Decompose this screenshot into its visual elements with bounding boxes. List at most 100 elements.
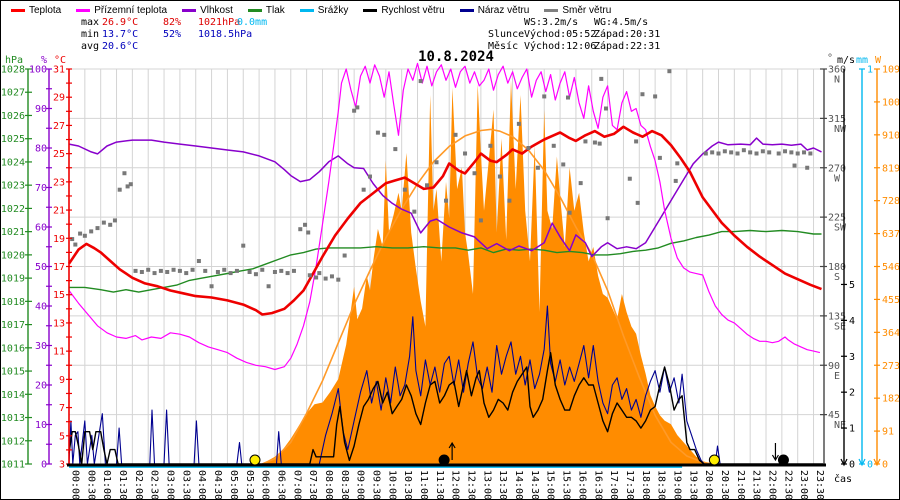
stat-wind-gust: WG:4.5m/s (594, 17, 649, 28)
wind-direction-dot (152, 271, 157, 276)
humidity-tick-label: 90 (35, 104, 47, 115)
pressure-axis-unit: hPa (5, 55, 23, 66)
wind-direction-dot (735, 151, 740, 156)
legend-label: Vlhkost (200, 5, 233, 16)
series-teplota (67, 125, 822, 316)
wind-direction-dot (578, 181, 583, 186)
wind-direction-tick-label: 225 (828, 213, 846, 224)
wind-direction-dot (703, 151, 708, 156)
wind-direction-tick-label: 90 (828, 361, 840, 372)
stat-avg-label: avg (81, 41, 100, 52)
wind-direction-dot (117, 187, 122, 192)
wind-speed-tick-label: 1 (849, 424, 855, 435)
wind-direction-dot (604, 106, 609, 111)
time-tick-label: 02:30 (149, 470, 160, 500)
wind-direction-dot (710, 150, 715, 155)
wind-direction-dot (741, 148, 746, 153)
time-tick-label: 14:30 (529, 470, 540, 500)
humidity-tick-label: 0 (41, 460, 47, 471)
time-tick-label: 06:00 (260, 470, 271, 500)
pressure-tick-label: 1011 (1, 460, 25, 471)
humidity-tick-label: 50 (35, 262, 47, 273)
time-tick-label: 08:00 (323, 470, 334, 500)
radiation-tick-label: 455 (882, 295, 900, 306)
wind-direction-compass-label: SE (834, 321, 846, 332)
humidity-tick-label: 80 (35, 144, 47, 155)
humidity-tick-label: 100 (29, 65, 47, 76)
temperature-tick-label: 21 (53, 206, 65, 217)
legend-label: Náraz větru (477, 5, 530, 16)
time-axis-title: čas (834, 473, 852, 485)
legend-label: Přízemní teplota (94, 5, 168, 16)
wind-direction-dot (551, 143, 556, 148)
time-tick-label: 09:00 (355, 470, 366, 500)
legend-item-rychlost-v-tru: Rychlost větru (363, 5, 445, 16)
wind-direction-dot (203, 268, 208, 273)
time-tick-label: 17:30 (624, 470, 635, 500)
wind-direction-dot (266, 284, 271, 289)
temperature-tick-label: 25 (53, 149, 65, 160)
radiation-axis-arrow (873, 458, 881, 467)
temperature-tick-label: 19 (53, 234, 65, 245)
wind-direction-compass-label: E (834, 371, 840, 382)
stat-max-temp: 26.9°C (102, 17, 139, 28)
wind-direction-dot (307, 273, 312, 278)
wind-direction-dot (583, 139, 588, 144)
humidity-tick-label: 30 (35, 341, 47, 352)
wind-direction-dot (234, 268, 239, 273)
time-tick-label: 06:30 (275, 470, 286, 500)
legend-item-p-zemn-teplota: Přízemní teplota (76, 5, 167, 16)
wind-direction-tick-label: 135 (828, 311, 846, 322)
moonset-marker (777, 454, 789, 466)
legend-label: Srážky (317, 5, 349, 16)
legend-swatch (544, 9, 559, 12)
wind-direction-dot (412, 209, 417, 214)
wind-direction-dot (425, 183, 430, 188)
wind-direction-dot (317, 271, 322, 276)
temperature-tick-label: 27 (53, 121, 65, 132)
temperature-tick-label: 23 (53, 177, 65, 188)
wind-direction-dot (291, 268, 296, 273)
wind-speed-tick-label: 4 (849, 316, 855, 327)
time-tick-label: 15:00 (545, 470, 556, 500)
time-tick-label: 07:30 (307, 470, 318, 500)
time-tick-label: 23:00 (798, 470, 809, 500)
wind-direction-dot (101, 220, 106, 225)
legend: Teplota Přízemní teplota Vlhkost Tlak Srážky… (11, 5, 611, 16)
radiation-tick-label: 1092 (882, 65, 900, 76)
time-tick-label: 01:30 (117, 470, 128, 500)
temperature-tick-label: 29 (53, 93, 65, 104)
pressure-tick-label: 1027 (1, 88, 25, 99)
time-tick-label: 09:30 (370, 470, 381, 500)
legend-item-teplota: Teplota (11, 5, 61, 16)
legend-swatch (182, 9, 197, 12)
time-tick-label: 17:00 (608, 470, 619, 500)
time-tick-label: 05:30 (244, 470, 255, 500)
radiation-tick-label: 728 (882, 196, 900, 207)
stat-min-humidity: 52% (163, 29, 182, 40)
wind-direction-dot (314, 275, 319, 280)
wind-direction-dot (418, 79, 423, 84)
series-slune-n-z-en-teoretick- (261, 128, 713, 465)
wind-direction-dot (241, 243, 246, 248)
pressure-tick-label: 1013 (1, 413, 25, 424)
radiation-tick-label: 91 (882, 427, 894, 438)
time-tick-label: 00:30 (85, 470, 96, 500)
radiation-tick-label: 637 (882, 229, 900, 240)
time-tick-label: 18:30 (656, 470, 667, 500)
wind-direction-dot (634, 139, 639, 144)
radiation-axis-unit: W (875, 55, 882, 66)
stat-avg-temp: 20.6°C (102, 41, 139, 52)
series-tlak (69, 229, 822, 293)
temperature-tick-label: 11 (53, 347, 65, 358)
wind-direction-dot (285, 271, 290, 276)
time-tick-label: 04:00 (196, 470, 207, 500)
legend-swatch (76, 9, 91, 12)
wind-direction-dot (599, 76, 604, 81)
wind-direction-dot (667, 69, 672, 74)
wind-direction-compass-label: S (834, 272, 840, 283)
wind-direction-dot (222, 267, 227, 272)
time-tick-label: 11:30 (434, 470, 445, 500)
legend-item-sm-r-v-tru: Směr větru (544, 5, 611, 16)
wind-direction-dot (298, 227, 303, 232)
